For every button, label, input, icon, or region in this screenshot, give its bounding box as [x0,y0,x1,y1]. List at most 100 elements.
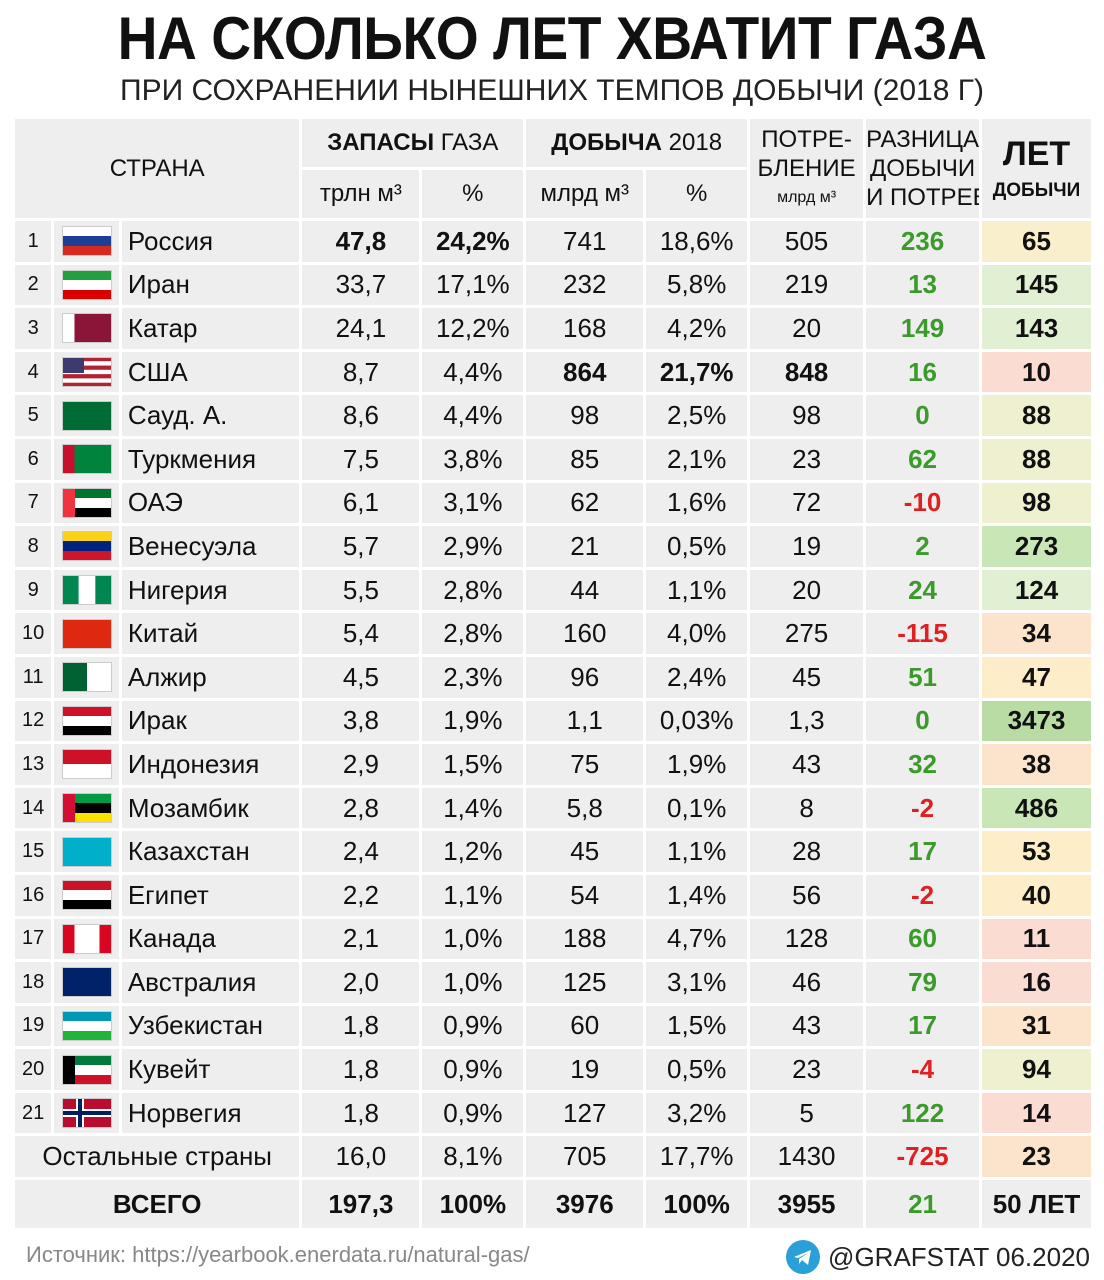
production-share: 3,2% [646,1092,748,1134]
flag-icon [61,880,112,911]
years: 486 [982,787,1091,829]
production-share: 1,4% [646,874,748,916]
header-text: ДОБЫЧА [551,129,662,156]
header-text: ДОБЫЧИ [992,180,1081,201]
consumption: 43 [750,744,864,785]
rank: 6 [15,438,52,480]
flag-cell [54,1005,119,1047]
difference: 32 [866,744,980,785]
country-name: Индонезия [121,744,300,785]
production: 125 [526,962,644,1003]
header-text: ПОТРЕ- [761,126,852,153]
consumption: 219 [750,264,864,306]
flag-cell [54,395,119,436]
country-row: 2 Иран 33,7 17,1% 232 5,8% 219 13 145 [15,264,1091,306]
header-text: БЛЕНИЕ [757,155,856,182]
reserves-share: 100% [422,1180,524,1229]
country-name: США [121,351,300,393]
difference: -115 [866,613,980,654]
reserves: 5,7 [302,526,420,567]
rank: 1 [15,221,52,262]
consumption: 23 [750,1049,864,1090]
others-label: Остальные страны [15,1136,300,1178]
flag-icon [61,618,112,649]
difference: 79 [866,962,980,1003]
years: 65 [982,221,1091,262]
reserves-share: 24,2% [422,221,524,262]
production-share: 17,7% [646,1136,748,1178]
years: 16 [982,962,1091,1003]
production-share: 0,03% [646,700,748,742]
production: 54 [526,874,644,916]
flag-cell [54,787,119,829]
table-body: СТРАНА ЗАПАСЫ ГАЗА ДОБЫЧА 2018 ПОТРЕ- БЛЕ… [15,119,1091,1229]
country-row: 5 Сауд. А. 8,6 4,4% 98 2,5% 98 0 88 [15,395,1091,436]
header-cell: ПОТРЕ- БЛЕНИЕ млрд м³ [750,119,864,218]
production: 168 [526,308,644,349]
consumption: 98 [750,395,864,436]
years: 23 [982,1136,1091,1178]
flag-cell [54,264,119,306]
reserves-share: 8,1% [422,1136,524,1178]
years: 273 [982,526,1091,567]
years: 53 [982,831,1091,872]
flag-icon [61,793,112,824]
reserves: 5,4 [302,613,420,654]
production-share: 5,8% [646,264,748,306]
flag-cell [54,656,119,698]
country-row: 10 Китай 5,4 2,8% 160 4,0% 275 -115 34 [15,613,1091,654]
rank: 10 [15,613,52,654]
difference: 236 [866,221,980,262]
rank: 3 [15,308,52,349]
rank: 20 [15,1049,52,1090]
consumption: 848 [750,351,864,393]
header-text: млрд м³ [777,189,837,206]
credit-text: @GRAFSTAT 06.2020 [828,1241,1090,1272]
flag-cell [54,221,119,262]
production-share: 4,2% [646,308,748,349]
flag-cell [54,569,119,611]
country-name: Туркмения [121,438,300,480]
rank: 13 [15,744,52,785]
header-cell: ДОБЫЧА 2018 [526,119,748,167]
flag-icon [61,357,112,388]
flag-cell [54,351,119,393]
rank: 14 [15,787,52,829]
flag-cell [54,482,119,524]
production-share: 0,1% [646,787,748,829]
flag-cell [54,438,119,480]
flag-icon [61,923,112,954]
country-row: 14 Мозамбик 2,8 1,4% 5,8 0,1% 8 -2 486 [15,787,1091,829]
rank: 7 [15,482,52,524]
country-row: 15 Казахстан 2,4 1,2% 45 1,1% 28 17 53 [15,831,1091,872]
rank: 15 [15,831,52,872]
reserves: 2,9 [302,744,420,785]
country-row: 21 Норвегия 1,8 0,9% 127 3,2% 5 122 14 [15,1092,1091,1134]
years: 11 [982,918,1091,960]
consumption: 23 [750,438,864,480]
reserves-share: 1,4% [422,787,524,829]
country-name: Катар [121,308,300,349]
difference: 51 [866,656,980,698]
header-text: ГАЗА [440,129,499,156]
consumption: 20 [750,308,864,349]
production: 1,1 [526,700,644,742]
years: 47 [982,656,1091,698]
header-row: трлн м³ % млрд м³ % [15,170,1091,218]
production-share: 1,9% [646,744,748,785]
consumption: 275 [750,613,864,654]
reserves-share: 4,4% [422,395,524,436]
country-name: Нигерия [121,569,300,611]
years: 88 [982,395,1091,436]
rank: 21 [15,1092,52,1134]
difference: 0 [866,700,980,742]
difference: -2 [866,874,980,916]
flag-icon [61,836,112,867]
consumption: 3955 [750,1180,864,1229]
difference: 62 [866,438,980,480]
header-row: СТРАНА ЗАПАСЫ ГАЗА ДОБЫЧА 2018 ПОТРЕ- БЛЕ… [15,119,1091,218]
total-label: ВСЕГО [15,1180,300,1229]
reserves: 8,6 [302,395,420,436]
header-text: ЗАПАСЫ [327,129,435,156]
